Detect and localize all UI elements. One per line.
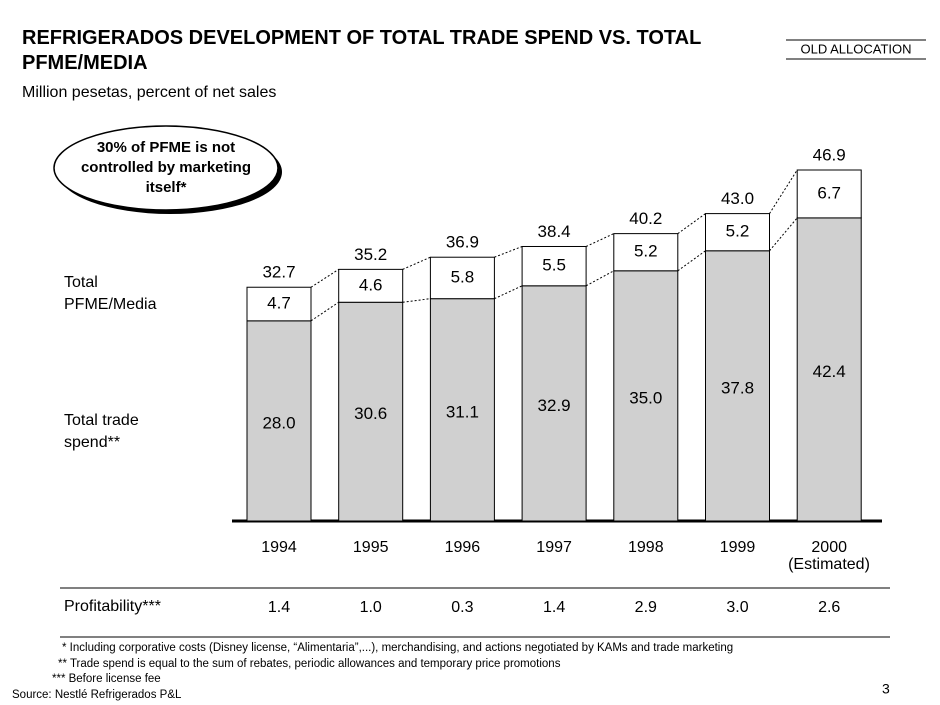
value-label: 42.4	[813, 362, 846, 381]
total-label: 43.0	[721, 189, 754, 208]
row-value: 2.9	[635, 599, 657, 616]
x-tick-label: 1996	[445, 539, 481, 556]
value-label: 32.9	[538, 396, 571, 415]
callout-text: 30% of PFME is not controlled by marketi…	[80, 139, 252, 196]
row-label: Profitability***	[64, 598, 161, 615]
x-tick-label: 1998	[628, 539, 664, 556]
row-value: 2.6	[818, 599, 840, 616]
value-label: 31.1	[446, 402, 479, 421]
total-label: 35.2	[354, 245, 387, 264]
row-value: 1.0	[360, 599, 382, 616]
value-label: 5.2	[726, 222, 750, 241]
value-label: 28.0	[262, 413, 295, 432]
row-value: 1.4	[543, 599, 565, 616]
connector	[310, 301, 339, 322]
value-label: 35.0	[629, 388, 662, 407]
row-value: 3.0	[726, 599, 748, 616]
total-label: 32.7	[262, 263, 295, 282]
row-value: 0.3	[451, 599, 473, 616]
connector	[310, 268, 339, 288]
bar-segment	[521, 245, 587, 287]
value-label: 4.7	[267, 294, 291, 313]
bar-segment	[521, 285, 587, 522]
value-label: 6.7	[817, 183, 841, 202]
footnote: * Including corporative costs (Disney li…	[62, 642, 733, 654]
tag: OLD ALLOCATION	[800, 41, 911, 56]
value-label: 5.8	[451, 267, 475, 286]
category-note: (Estimated)	[788, 556, 870, 573]
x-tick-label: 1995	[353, 539, 389, 556]
bar-segment	[338, 268, 404, 303]
page-number: 3	[882, 681, 890, 697]
connector	[769, 169, 798, 214]
bar-segment	[246, 286, 312, 322]
connector	[402, 298, 431, 303]
total-label: 46.9	[813, 145, 846, 164]
row-value: 1.4	[268, 599, 290, 616]
bar-segment	[613, 270, 679, 522]
x-tick-label: 1997	[536, 539, 572, 556]
connector	[494, 285, 523, 300]
bar-segment	[705, 250, 770, 522]
value-label: 4.6	[359, 275, 383, 294]
footnote: *** Before license fee	[52, 673, 161, 685]
total-label: 40.2	[629, 209, 662, 228]
value-label: 30.6	[354, 404, 387, 423]
bar-segment	[429, 298, 495, 522]
connector	[677, 250, 706, 272]
callout-oval	[53, 125, 279, 211]
title: REFRIGERADOS DEVELOPMENT OF TOTAL TRADE …	[22, 27, 701, 74]
connector	[585, 270, 615, 287]
value-label: 5.2	[634, 242, 658, 261]
x-tick-label: 1999	[720, 539, 756, 556]
series-label: Total PFME/Media	[64, 274, 157, 313]
value-label: 5.5	[542, 256, 566, 275]
x-tick-label: 1994	[261, 539, 297, 556]
total-label: 36.9	[446, 233, 479, 252]
total-label: 38.4	[538, 222, 571, 241]
source: Source: Nestlé Refrigerados P&L	[12, 689, 182, 701]
value-label: 37.8	[721, 378, 754, 397]
footnote: ** Trade spend is equal to the sum of re…	[58, 658, 561, 670]
series-label: Total trade spend**	[64, 412, 139, 451]
bar-segment	[429, 256, 495, 300]
connector	[585, 233, 615, 247]
bar-segment	[796, 169, 862, 219]
bar-segment	[338, 301, 404, 522]
connector	[402, 256, 431, 270]
bar-segment	[796, 217, 862, 522]
connector	[769, 217, 798, 252]
x-tick-label: 2000	[811, 539, 847, 556]
bar-segment	[705, 213, 770, 252]
subtitle: Million pesetas, percent of net sales	[22, 84, 277, 101]
bar-segment	[613, 233, 679, 272]
connector	[677, 213, 706, 235]
connector	[494, 246, 523, 258]
